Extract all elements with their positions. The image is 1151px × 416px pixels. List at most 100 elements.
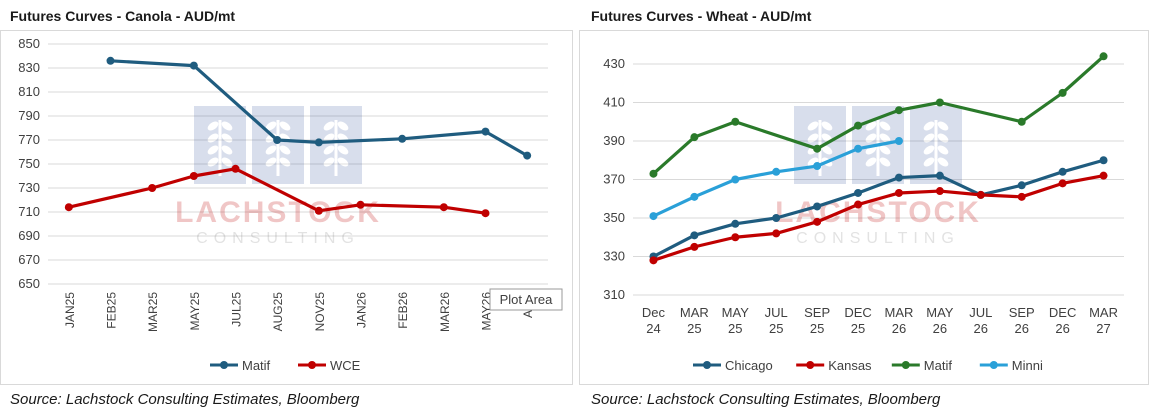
y-tick-label: 710	[18, 204, 40, 219]
wheat-chart[interactable]: 310 330 350 370 390 410 430 LACHSTOCKCONSULTING…	[577, 0, 1151, 385]
data-point	[649, 169, 658, 178]
wheat-grain-icon	[937, 157, 949, 167]
x-tick-label: MAR26	[438, 292, 452, 332]
legend-label: Minni	[1012, 358, 1043, 373]
data-point	[690, 133, 699, 142]
data-point	[1058, 179, 1067, 188]
wheat-grain-icon	[207, 157, 219, 167]
y-tick-label: 750	[18, 156, 40, 171]
data-point	[106, 56, 115, 65]
data-point	[690, 231, 699, 240]
wheat-grain-icon	[807, 121, 819, 131]
data-point	[649, 256, 658, 265]
legend-label: WCE	[330, 358, 361, 373]
x-tick-label: AUG25	[271, 292, 285, 332]
data-point	[439, 203, 448, 212]
y-tick-label: 770	[18, 132, 40, 147]
legend-marker	[806, 361, 815, 369]
y-tick-label: 730	[18, 180, 40, 195]
legend-marker	[308, 361, 316, 369]
data-point	[854, 144, 863, 153]
data-point	[731, 117, 740, 126]
data-point	[813, 144, 822, 153]
y-tick-label: 790	[18, 108, 40, 123]
wheat-grain-icon	[865, 157, 877, 167]
wheat-grain-icon	[879, 145, 891, 155]
data-point	[894, 137, 903, 145]
wheat-grain-icon	[207, 145, 219, 155]
legend-marker	[989, 361, 998, 369]
data-point	[1017, 181, 1026, 190]
data-point	[481, 127, 490, 136]
y-tick-label: 810	[18, 84, 40, 99]
data-point	[523, 151, 532, 160]
data-point	[1058, 167, 1067, 176]
watermark-tile	[252, 106, 304, 184]
data-point	[894, 173, 903, 182]
wheat-grain-icon	[923, 121, 935, 131]
wheat-grain-icon	[937, 121, 949, 131]
wheat-chart-panel: Futures Curves - Wheat - AUD/mt 310 330 35…	[577, 0, 1151, 416]
watermark-sub: CONSULTING	[196, 230, 360, 247]
data-point	[1099, 52, 1108, 61]
data-point	[189, 61, 198, 70]
y-tick-label: 330	[603, 249, 625, 264]
data-point	[1017, 192, 1026, 201]
x-tick-label: DEC 26	[1049, 305, 1076, 336]
wheat-grain-icon	[337, 121, 349, 131]
legend-marker	[703, 361, 711, 369]
data-point	[731, 175, 740, 184]
series-line	[652, 174, 1104, 262]
data-point	[935, 187, 944, 196]
wheat-grain-icon	[865, 121, 877, 131]
wheat-grain-icon	[221, 157, 233, 167]
data-point	[314, 206, 323, 215]
legend-marker	[901, 361, 910, 369]
wheat-grain-icon	[923, 133, 935, 143]
x-tick-label: Dec 24	[642, 305, 666, 336]
y-tick-label: 410	[603, 95, 625, 110]
wheat-grain-icon	[937, 133, 949, 143]
wheat-grain-icon	[279, 145, 291, 155]
wheat-grain-icon	[221, 145, 233, 155]
legend-label: Matif	[924, 358, 953, 373]
data-point	[1099, 156, 1108, 165]
y-tick-label: 850	[18, 36, 40, 51]
data-point	[854, 200, 863, 209]
data-point	[690, 192, 699, 201]
wheat-grain-icon	[821, 145, 833, 155]
data-point	[1058, 88, 1067, 97]
x-tick-label: FEB25	[105, 292, 119, 329]
wheat-grain-icon	[221, 121, 233, 131]
chart-frame[interactable]	[579, 30, 1149, 385]
wheat-grain-icon	[207, 133, 219, 143]
wheat-grain-icon	[265, 145, 277, 155]
x-tick-label: SEP 25	[804, 305, 830, 336]
x-tick-label: SEP 26	[1009, 305, 1035, 336]
wheat-grain-icon	[265, 157, 277, 167]
data-point	[854, 121, 863, 130]
wheat-grain-icon	[279, 121, 291, 131]
data-point	[356, 200, 365, 209]
series-line	[68, 167, 486, 215]
canola-chart[interactable]: 650 670 690 710 730 750 770 790 810 830 850 LACHSTO…	[0, 0, 575, 385]
x-tick-label: DEC 25	[844, 305, 871, 336]
y-tick-label: 390	[603, 133, 625, 148]
legend-label: Kansas	[828, 358, 872, 373]
x-tick-label: MAR 27	[1089, 305, 1118, 336]
x-tick-label: JAN25	[63, 292, 77, 328]
wheat-grain-icon	[865, 133, 877, 143]
data-point	[273, 136, 282, 144]
watermark	[794, 106, 962, 184]
wheat-grain-icon	[323, 157, 335, 167]
canola-chart-panel: Futures Curves - Canola - AUD/mt 650 670 6…	[0, 0, 575, 416]
chart-frame[interactable]	[0, 30, 573, 385]
data-point	[148, 184, 157, 192]
data-point	[894, 106, 903, 115]
data-point	[772, 229, 781, 238]
data-point	[813, 202, 822, 211]
